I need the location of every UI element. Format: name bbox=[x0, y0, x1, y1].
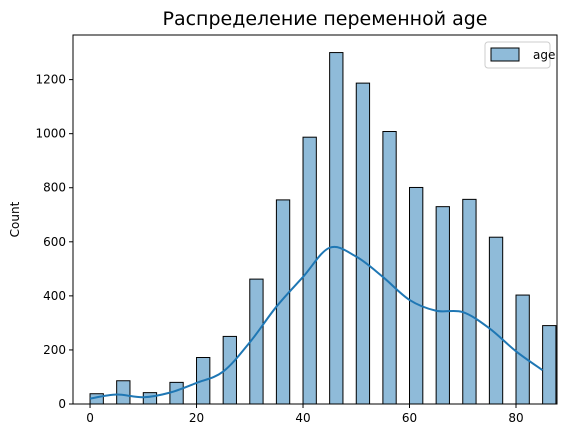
legend-label: age bbox=[533, 48, 555, 62]
x-tick-label: 0 bbox=[86, 411, 94, 425]
chart-title: Распределение переменной age bbox=[162, 8, 487, 30]
y-tick-label: 600 bbox=[43, 235, 66, 249]
histogram-bar bbox=[488, 236, 504, 405]
y-tick-label: 1200 bbox=[35, 73, 66, 87]
x-tick-label: 20 bbox=[189, 411, 204, 425]
histogram-bar bbox=[409, 186, 424, 405]
y-tick-label: 400 bbox=[43, 289, 66, 303]
histogram-bar bbox=[249, 278, 264, 405]
histogram-bar bbox=[302, 136, 317, 405]
y-axis: 0 200 400 600 800 1000 1200 bbox=[35, 73, 73, 411]
histogram-bar bbox=[435, 206, 450, 405]
x-tick-label: 40 bbox=[295, 411, 310, 425]
histogram-bar bbox=[355, 82, 371, 405]
histogram-bar bbox=[116, 380, 131, 405]
y-tick-label: 800 bbox=[43, 181, 66, 195]
histogram-bar bbox=[169, 381, 184, 405]
y-tick-label: 200 bbox=[43, 343, 66, 357]
x-tick-label: 60 bbox=[402, 411, 417, 425]
kde-line bbox=[89, 245, 544, 400]
histogram-bar bbox=[542, 325, 557, 405]
x-axis: 0 20 40 60 80 bbox=[86, 404, 524, 425]
y-axis-label: Count bbox=[8, 201, 22, 237]
y-tick-label: 1000 bbox=[35, 127, 66, 141]
legend-swatch bbox=[490, 47, 520, 62]
y-tick-label: 0 bbox=[58, 397, 66, 411]
x-tick-label: 80 bbox=[508, 411, 523, 425]
histogram-bar bbox=[382, 131, 397, 405]
histogram-bar bbox=[462, 198, 477, 405]
histogram-bar bbox=[275, 199, 291, 405]
legend: age bbox=[484, 41, 555, 69]
plot-frame bbox=[72, 34, 558, 405]
histogram-bars bbox=[89, 52, 557, 405]
histogram-bar bbox=[142, 392, 158, 405]
histogram-bar bbox=[515, 294, 530, 405]
histogram-bar bbox=[329, 52, 344, 405]
